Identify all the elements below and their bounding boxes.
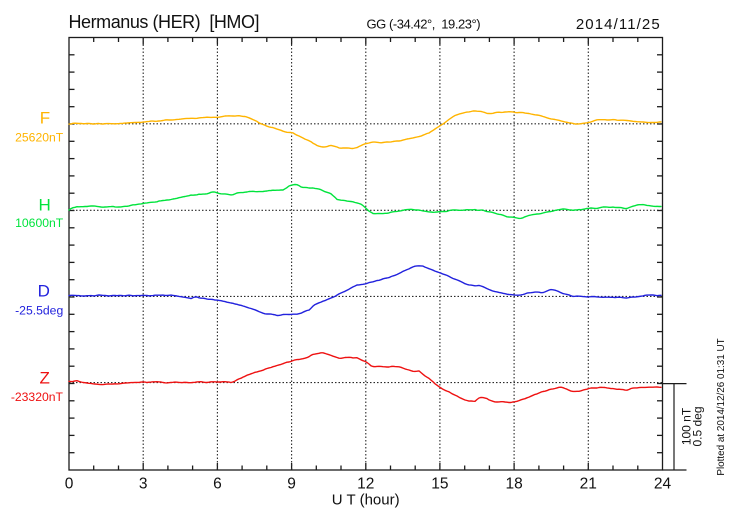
svg-text:0.5 deg: 0.5 deg bbox=[690, 406, 704, 446]
svg-text:10600nT: 10600nT bbox=[15, 216, 64, 230]
svg-text:24: 24 bbox=[654, 476, 672, 493]
svg-text:2014/11/25: 2014/11/25 bbox=[576, 16, 661, 33]
svg-text:21: 21 bbox=[580, 476, 597, 493]
svg-text:-23320nT: -23320nT bbox=[11, 390, 64, 404]
svg-text:-25.5deg: -25.5deg bbox=[15, 304, 63, 318]
svg-text:6: 6 bbox=[213, 476, 222, 493]
svg-text:9: 9 bbox=[287, 476, 296, 493]
svg-text:3: 3 bbox=[139, 476, 148, 493]
svg-text:Z: Z bbox=[40, 368, 50, 387]
svg-text:D: D bbox=[38, 282, 50, 301]
svg-text:Plotted at 2014/12/26 01:31 UT: Plotted at 2014/12/26 01:31 UT bbox=[716, 338, 727, 475]
svg-text:Hermanus (HER) [HMO]: Hermanus (HER) [HMO] bbox=[69, 12, 260, 32]
svg-text:GG (-34.42°, 19.23°): GG (-34.42°, 19.23°) bbox=[367, 17, 481, 32]
svg-text:12: 12 bbox=[357, 476, 374, 493]
svg-text:15: 15 bbox=[431, 476, 448, 493]
svg-text:F: F bbox=[40, 109, 50, 128]
svg-text:18: 18 bbox=[505, 476, 522, 493]
svg-text:25620nT: 25620nT bbox=[15, 131, 64, 145]
svg-text:100 nT: 100 nT bbox=[679, 407, 693, 445]
svg-text:H: H bbox=[39, 195, 51, 214]
svg-text:U T (hour): U T (hour) bbox=[332, 491, 400, 508]
svg-text:0: 0 bbox=[65, 476, 74, 493]
